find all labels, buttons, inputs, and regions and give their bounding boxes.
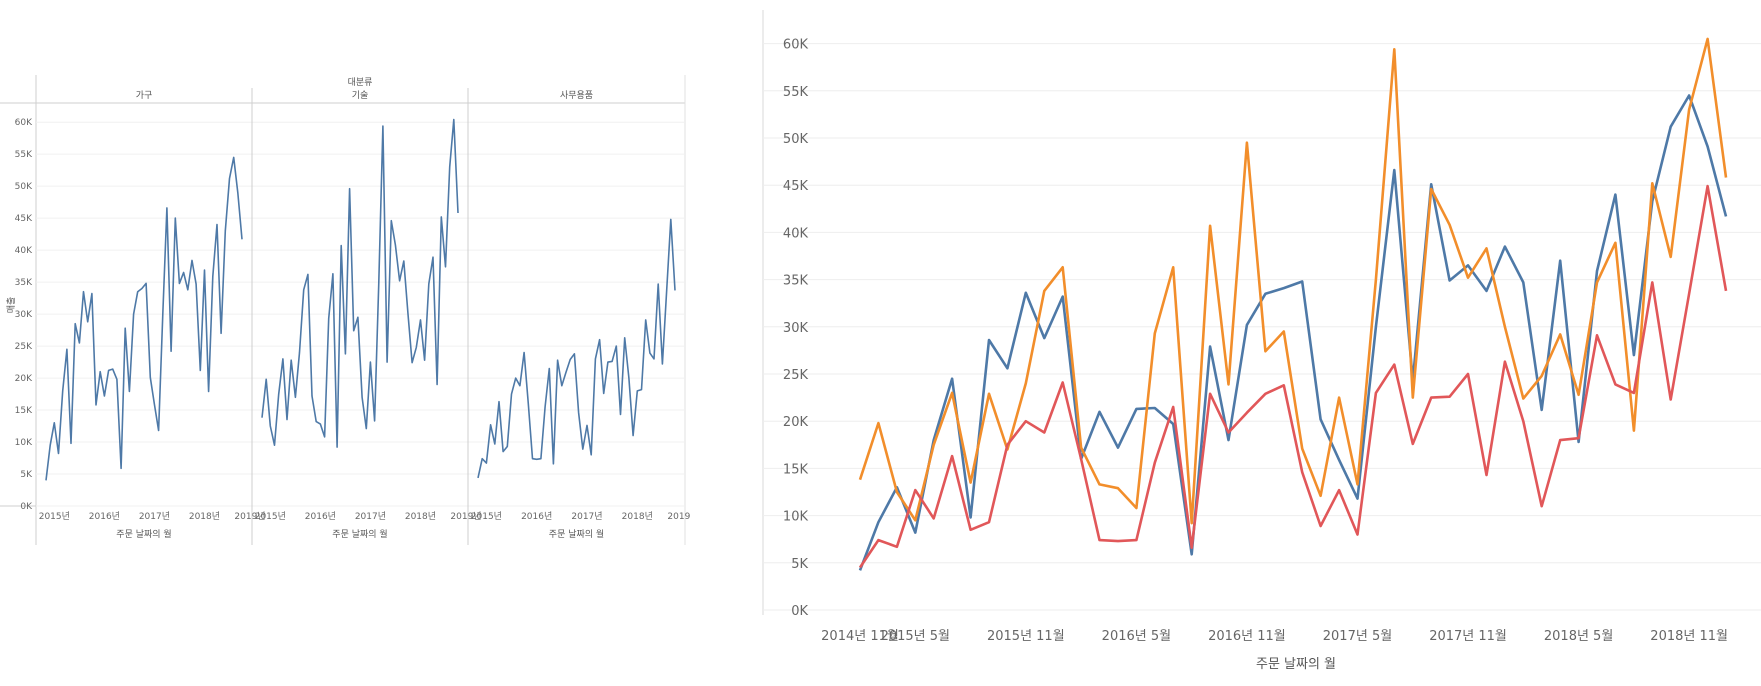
y-tick-label: 0K (791, 604, 808, 619)
x-tick-label: 2019년 (667, 511, 690, 522)
series-line-기술 (261, 118, 459, 448)
x-tick-label: 2015년 (471, 511, 502, 522)
y-tick-label: 10K (15, 438, 33, 448)
y-tick-label: 10K (783, 510, 809, 525)
panel-header-2: 기술 (352, 90, 369, 101)
y-tick-label: 20K (783, 415, 809, 430)
y-tick-label: 55K (15, 150, 33, 160)
y-tick-label: 15K (783, 462, 809, 477)
x-tick-label: 2015년 (39, 511, 70, 522)
x-tick-label: 2015년 5월 (881, 629, 950, 644)
y-tick-label: 5K (791, 557, 808, 572)
x-tick-label: 2015년 11월 (987, 629, 1065, 644)
x-tick-label: 2018년 (189, 511, 220, 522)
y-tick-label: 35K (783, 274, 809, 289)
y-tick-label: 60K (15, 118, 33, 128)
series-line-가구 (858, 94, 1728, 571)
x-axis-title: 주문 날짜의 월 (1256, 657, 1336, 672)
panel-header-1: 가구 (136, 90, 153, 101)
x-tick-label: 2016년 (89, 511, 120, 522)
x-axis-title: 주문 날짜의 월 (549, 528, 604, 540)
x-tick-label: 2018년 (622, 511, 653, 522)
x-tick-label: 2016년 5월 (1102, 629, 1171, 644)
x-axis-title: 주문 날짜의 월 (332, 528, 387, 540)
x-tick-label: 2018년 (405, 511, 436, 522)
series-line-사무용품 (858, 184, 1728, 569)
x-tick-label: 2017년 (571, 511, 602, 522)
x-tick-label: 2016년 (305, 511, 336, 522)
y-tick-label: 30K (783, 321, 809, 336)
x-tick-label: 2016년 11월 (1208, 629, 1286, 644)
series-line-사무용품 (477, 218, 676, 479)
y-tick-label: 25K (783, 368, 809, 383)
y-tick-label: 15K (15, 406, 33, 416)
y-tick-label: 30K (15, 310, 33, 320)
y-tick-label: 55K (783, 85, 809, 100)
y-tick-label: 0K (20, 502, 33, 512)
x-tick-label: 2018년 11월 (1650, 629, 1728, 644)
y-tick-label: 5K (20, 470, 33, 480)
series-line-기술 (858, 37, 1728, 525)
y-tick-label: 50K (783, 132, 809, 147)
x-tick-label: 2019년 (234, 511, 265, 522)
y-tick-label: 50K (15, 182, 33, 192)
y-tick-label: 20K (15, 374, 33, 384)
y-tick-label: 45K (15, 214, 33, 224)
x-tick-label: 2016년 (521, 511, 552, 522)
y-tick-label: 40K (15, 246, 33, 256)
x-tick-label: 2017년 (355, 511, 386, 522)
y-tick-label: 25K (15, 342, 33, 352)
x-tick-label: 2018년 5월 (1544, 629, 1613, 644)
x-tick-label: 2014년 11월 (821, 629, 899, 644)
y-tick-label: 45K (783, 179, 809, 194)
x-tick-label: 2015년 (255, 511, 286, 522)
x-tick-label: 2017년 5월 (1323, 629, 1392, 644)
x-axis-title: 주문 날짜의 월 (116, 528, 171, 540)
column-header-title: 대분류 (348, 77, 373, 88)
x-tick-label: 2017년 (139, 511, 170, 522)
y-tick-label: 35K (15, 278, 33, 288)
x-tick-label: 2019년 (450, 511, 481, 522)
y-tick-label: 40K (783, 226, 809, 241)
y-tick-label: 60K (783, 38, 809, 53)
series-line-가구 (45, 156, 243, 481)
y-axis-title: 매출 (6, 297, 17, 314)
panel-header-3: 사무용품 (560, 90, 593, 101)
x-tick-label: 2017년 11월 (1429, 629, 1507, 644)
